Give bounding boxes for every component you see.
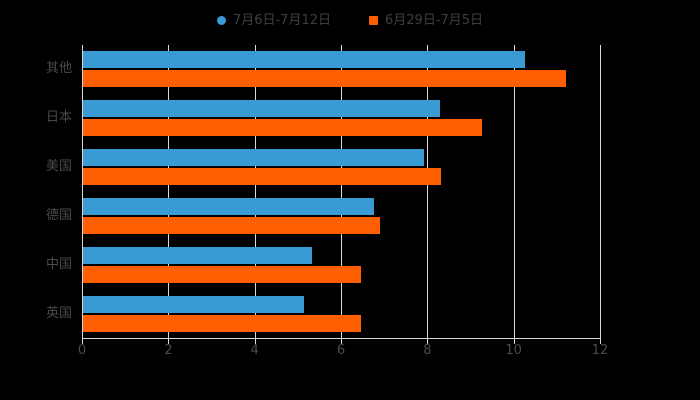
x-tick-mark-0 [82, 339, 83, 344]
bar-5-series-0[interactable] [83, 295, 305, 313]
bar-1-series-0[interactable] [83, 100, 440, 118]
bar-group-4 [83, 246, 600, 283]
bar-4-series-1[interactable] [83, 265, 361, 283]
gridline-x-10 [513, 45, 515, 338]
x-axis-line [82, 338, 601, 339]
bar-3-series-1[interactable] [83, 216, 381, 234]
x-tick-mark-8 [427, 339, 429, 344]
bar-group-2 [83, 149, 600, 186]
legend-circle-marker-icon [216, 15, 226, 25]
x-tick-mark-4 [254, 339, 256, 344]
y-axis-line [82, 45, 83, 338]
y-axis-category-label-5: 英国 [45, 305, 72, 321]
bar-0-series-0[interactable] [83, 51, 526, 69]
gridline-x-8 [427, 45, 429, 338]
bar-group-5 [83, 295, 600, 332]
legend-item-series-1[interactable]: 6月29日-7月5日 [369, 14, 483, 27]
chart-legend: 7月6日-7月12日 6月29日-7月5日 [0, 8, 700, 32]
legend-label-series-0: 7月6日-7月12日 [232, 12, 331, 28]
bar-3-series-0[interactable] [83, 197, 375, 215]
gridline-x-2 [168, 45, 170, 338]
x-tick-mark-6 [341, 339, 342, 344]
x-tick-label-6: 6 [336, 343, 346, 358]
x-tick-label-4: 4 [250, 343, 259, 358]
y-axis-category-label-0: 其他 [45, 61, 72, 77]
x-tick-label-8: 8 [423, 343, 432, 358]
bar-group-1 [83, 100, 600, 137]
x-tick-label-0: 0 [77, 343, 87, 358]
y-axis-category-label-3: 德国 [45, 207, 72, 223]
bar-group-3 [83, 197, 600, 234]
x-tick-mark-2 [168, 339, 170, 344]
bar-4-series-0[interactable] [83, 246, 312, 264]
bar-group-0 [83, 51, 600, 88]
legend-item-series-0[interactable]: 7月6日-7月12日 [216, 12, 331, 28]
gridline-x-12 [600, 45, 601, 338]
y-axis-category-label-4: 中国 [45, 256, 72, 272]
plot-area [82, 45, 601, 338]
y-axis-category-label-2: 美国 [45, 159, 72, 175]
bar-2-series-0[interactable] [83, 149, 424, 167]
bar-5-series-1[interactable] [83, 314, 361, 332]
y-axis-category-label-1: 日本 [45, 110, 72, 126]
x-tick-mark-12 [600, 339, 601, 344]
gridline-x-6 [341, 45, 342, 338]
legend-label-series-1: 6月29日-7月5日 [385, 12, 484, 28]
bar-1-series-1[interactable] [83, 119, 483, 137]
x-tick-label-10: 10 [505, 343, 522, 358]
bar-0-series-1[interactable] [83, 70, 567, 88]
gridline-x-4 [254, 45, 256, 338]
x-tick-label-12: 12 [591, 343, 609, 358]
bar-2-series-1[interactable] [83, 168, 441, 186]
x-tick-mark-10 [513, 339, 515, 344]
legend-square-marker-icon [369, 15, 378, 25]
x-tick-label-2: 2 [164, 343, 173, 358]
